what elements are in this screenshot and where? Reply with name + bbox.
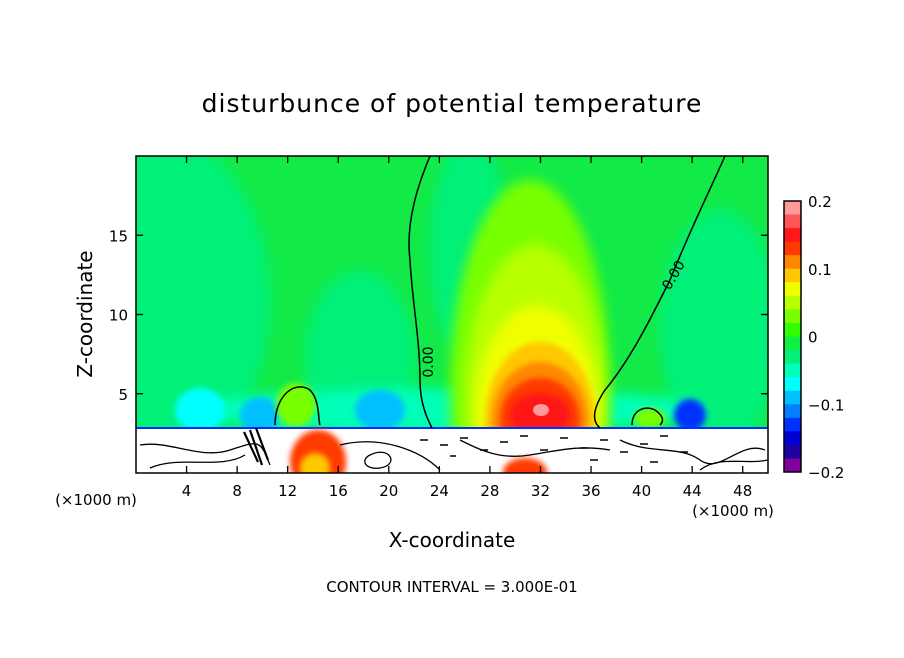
field-cyan-blob: [240, 397, 280, 433]
x-axis-label: X-coordinate: [389, 528, 516, 552]
colorbar-swatch: [784, 336, 801, 351]
field-mint-left: [136, 156, 270, 470]
colorbar-swatch: [784, 309, 801, 324]
y-axis: 5 10 15: [109, 227, 768, 404]
colorbar-tick-label: 0.1: [808, 261, 832, 279]
colorbar-tick-label: 0: [808, 329, 818, 347]
field-cyan-blob: [175, 388, 225, 432]
zero-contour-bump: [631, 407, 664, 426]
surface-warm-blob: [503, 458, 547, 473]
x-unit-left: (×1000 m): [55, 491, 137, 509]
colorbar-swatch: [784, 295, 801, 310]
colorbar-swatch: [784, 322, 801, 337]
x-tick-label: 28: [480, 482, 499, 500]
colorbar-tick-label: 0.2: [808, 193, 832, 211]
contour-label: 0.00: [421, 346, 437, 377]
colorbar-swatch: [784, 458, 801, 473]
colorbar-swatch: [784, 363, 801, 378]
colorbar-tick-label: −0.1: [808, 396, 844, 414]
x-tick-label: 20: [379, 482, 398, 500]
colorbar: 0.2 0.1 0 −0.1 −0.2: [783, 193, 844, 482]
x-tick-label: 8: [232, 482, 242, 500]
chart-title: disturbunce of potential temperature: [202, 89, 703, 118]
field-cool-spot: [674, 399, 706, 431]
x-tick-label: 48: [733, 482, 752, 500]
colorbar-swatch: [784, 228, 801, 243]
colorbar-tick-label: −0.2: [808, 464, 844, 482]
colorbar-frame: [783, 200, 802, 473]
zero-contour-left: [408, 156, 433, 429]
x-axis: 4 8 12 16 20 24 28 32 36 40 44 48: [182, 156, 752, 500]
x-unit-right: (×1000 m): [692, 502, 774, 520]
zero-contour-bump: [274, 386, 321, 426]
colorbar-swatch: [784, 417, 801, 432]
colorbar-swatch: [784, 214, 801, 229]
colorbar-swatch: [784, 377, 801, 392]
colorbar-swatch: [784, 241, 801, 256]
zero-contour-right: [593, 156, 726, 429]
y-tick-label: 10: [109, 307, 128, 325]
x-tick-label: 24: [430, 482, 449, 500]
colorbar-swatch: [784, 431, 801, 446]
colorbar-swatch: [784, 350, 801, 365]
colorbar-swatch: [784, 268, 801, 283]
colorbar-swatch: [784, 404, 801, 419]
colorbar-swatch: [784, 255, 801, 270]
x-tick-label: 40: [632, 482, 651, 500]
x-tick-label: 12: [278, 482, 297, 500]
surface-warm-core: [300, 453, 330, 473]
field-cyan-blob: [355, 390, 405, 430]
y-axis-label: Z-coordinate: [73, 250, 97, 377]
x-tick-label: 44: [683, 482, 702, 500]
y-tick-label: 5: [118, 386, 128, 404]
x-tick-label: 4: [182, 482, 192, 500]
x-tick-label: 16: [329, 482, 348, 500]
x-tick-label: 32: [531, 482, 550, 500]
colorbar-swatch: [784, 282, 801, 297]
field-mint-right: [660, 210, 768, 450]
colorbar-swatch: [784, 444, 801, 459]
contour-interval-note: CONTOUR INTERVAL = 3.000E-01: [326, 578, 577, 596]
colorbar-swatch: [784, 201, 801, 216]
y-tick-label: 15: [109, 227, 128, 245]
x-tick-label: 36: [581, 482, 600, 500]
surface-contours: [139, 427, 768, 471]
plot-area: [136, 156, 768, 473]
colorbar-swatch: [784, 390, 801, 405]
plume-pink: [533, 404, 549, 416]
